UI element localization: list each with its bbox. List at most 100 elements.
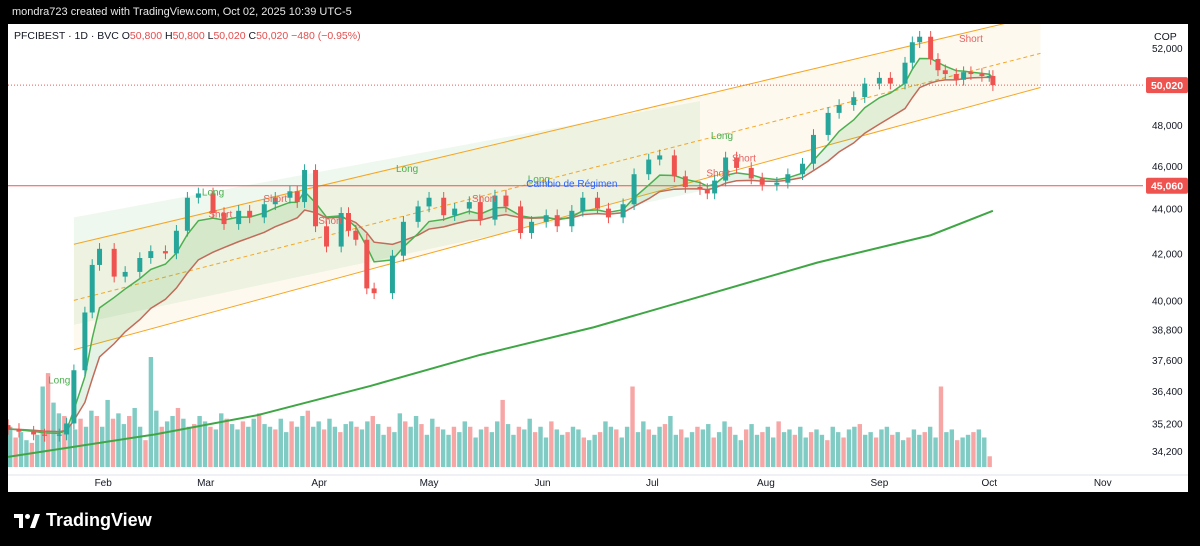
volume-bar [386,426,392,467]
volume-bar [635,432,641,467]
volume-bar [451,426,457,467]
volume-bar [608,426,614,467]
volume-bar [565,432,570,467]
candle-body [529,221,535,233]
volume-bar [154,410,159,467]
volume-bar [375,424,381,467]
candle-body [961,72,967,80]
candle-body [594,197,600,209]
volume-bar [462,421,467,467]
signal-label: Long [48,375,70,386]
volume-bar [478,429,484,467]
volume-bar [316,421,321,467]
sma-long-line [7,209,994,458]
volume-bar [722,421,727,467]
volume-bar [911,429,917,467]
candle-body [287,191,293,198]
volume-bar [202,421,208,467]
volume-bar [798,426,803,467]
candle-body [569,210,575,227]
candle-body [605,208,611,218]
candle-body [389,255,395,294]
candle-body [902,62,908,84]
volume-bar [489,432,495,467]
candle-body [89,264,95,313]
volume-bar [619,437,624,467]
candle-body [5,425,11,429]
candle-body [400,221,406,256]
candle-body [942,70,948,75]
volume-bar [359,429,365,467]
low-value: 50,020 [213,30,246,42]
candle-body [294,191,300,203]
volume-bar [381,434,386,467]
candle-body [748,167,754,179]
volume-bar [516,426,522,467]
price-tick-label: 52,000 [1152,44,1183,55]
volume-bar [825,440,830,467]
volume-bar [62,416,67,467]
signal-label: Long [528,175,550,186]
candle-body [56,434,62,436]
volume-bar [51,402,56,467]
volume-bar [884,426,890,467]
volume-bar [8,426,13,467]
volume-bar [251,418,256,467]
volume-bar [354,426,359,467]
price-chart[interactable]: LongLongShortShortShortLongShortLongCamb… [5,14,1188,492]
candle-body [631,174,637,205]
volume-bar [224,418,229,467]
volume-bar [863,434,868,467]
candle-body [968,72,974,75]
volume-bar [641,421,646,467]
volume-bar [348,421,354,467]
candle-body [426,197,432,207]
candle-body [42,434,48,436]
candle-body [466,202,472,209]
candle-body [620,204,626,218]
volume-bar [294,426,300,467]
volume-bar [819,434,825,467]
ema-fill [8,58,993,434]
candle-body [97,248,103,265]
candle-body [704,189,710,194]
volume-bar [45,373,51,467]
candle-body [122,271,128,277]
tradingview-logo-icon [14,513,40,528]
volume-bar [35,434,40,467]
volume-bar [890,434,895,467]
candle-body [759,178,765,185]
volume-bar [273,429,278,467]
volume-bar [327,418,332,467]
volume-bar [587,440,592,467]
candle-body [71,370,77,424]
chart-panel[interactable]: Long Long Short Short Short Long Short Long Camb… [5,14,1188,492]
candle-body [876,77,882,84]
channel-fill [73,15,1041,350]
volume-bar [143,440,148,467]
volume-bar [83,426,89,467]
candle-body [31,431,37,435]
volume-bar [846,429,852,467]
candle-body [697,186,703,190]
currency-label: COP [1154,31,1177,43]
candle-body [441,197,447,216]
signal-label: Short [263,194,287,205]
volume-bar [933,437,938,467]
price-tick-label: 38,800 [1152,326,1183,337]
volume-bar [668,416,673,467]
candle-body [887,77,893,84]
candle-body [221,213,227,225]
candle-body [928,36,934,59]
volume-bar [246,426,251,467]
candle-body [503,195,509,207]
volume-bar [559,434,565,467]
volume-bar [581,437,587,467]
candle-body [184,197,190,231]
volume-bar [835,432,841,467]
time-tick-label: Oct [981,478,997,489]
volume-bar [305,410,311,467]
volume-bar [213,429,219,467]
volume-bar [440,429,446,467]
volume-bar [765,426,771,467]
